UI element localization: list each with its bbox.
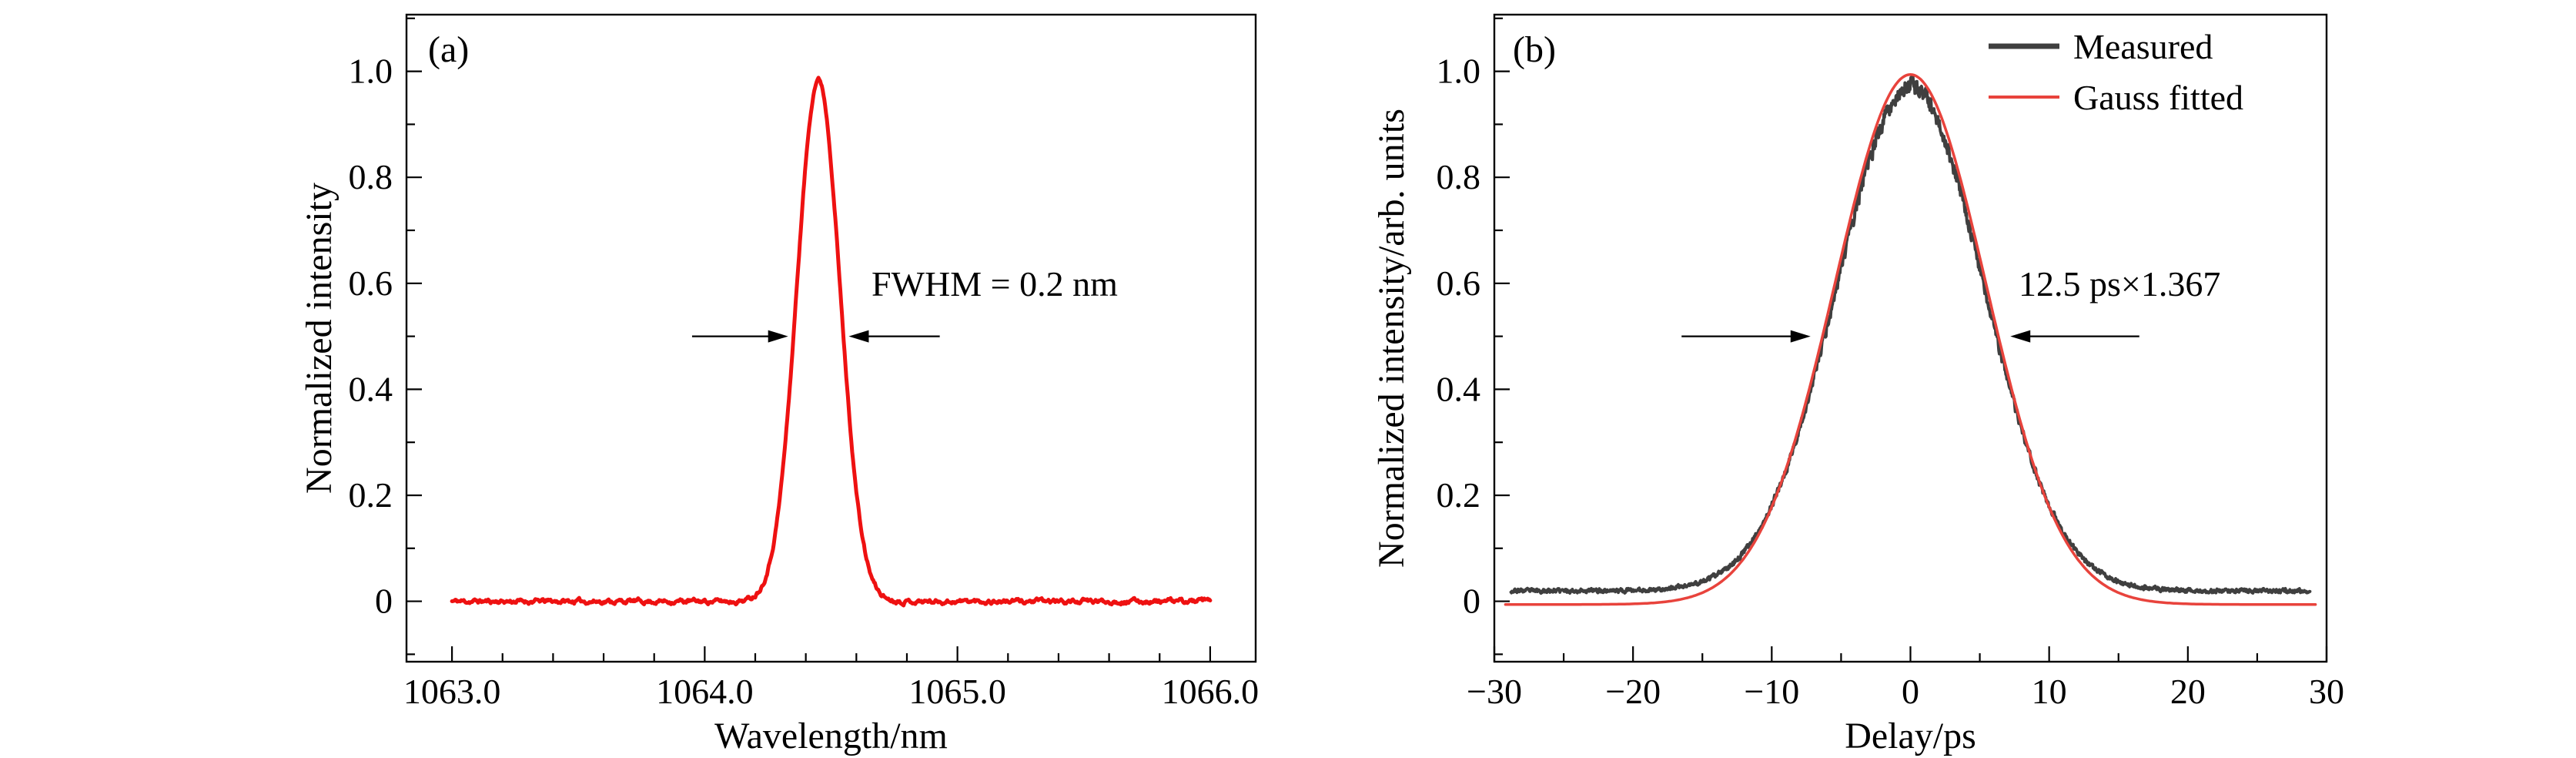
y-tick-label: 0.6: [349, 263, 393, 303]
y-axis-title: Normalized intensity: [299, 183, 340, 494]
annotation-text: FWHM = 0.2 nm: [871, 264, 1118, 304]
annotation-text: 12.5 ps×1.367: [2019, 264, 2220, 304]
fwhm-arrow-head: [1790, 330, 1811, 343]
y-tick-label: 0.4: [1437, 369, 1481, 408]
y-tick-label: 0.8: [349, 157, 393, 196]
ticks-a: [406, 17, 1212, 662]
tick-labels-a: 1063.0 1064.0 1065.0 1066.0 0 0.2 0.4 0.6 0.8 1.0: [349, 52, 1260, 711]
legend: Measured Gauss fitted: [1989, 27, 2243, 117]
y-tick-label: 1.0: [1437, 52, 1481, 91]
y-tick-label: 0: [375, 582, 393, 621]
tick-labels-b: −30 −20 −10 0 10 20 30 0 0.2 0.4 0.6 0.8 1.0: [1437, 52, 2345, 711]
x-tick-label: 20: [2170, 672, 2206, 711]
x-tick-label: −10: [1744, 672, 1799, 711]
y-tick-label: 0.4: [349, 369, 393, 408]
fwhm-arrow-head: [2010, 330, 2031, 343]
plot-frame: [405, 13, 1257, 663]
y-tick-label: 0.2: [1437, 475, 1481, 515]
annotation-a: FWHM = 0.2 nm: [691, 264, 1118, 343]
x-tick-label: 1065.0: [908, 672, 1006, 711]
panel-b-autocorrelation-chart: −30 −20 −10 0 10 20 30 0 0.2 0.4 0.6 0.8 1.0 Delay/ps…: [1371, 13, 2345, 756]
y-tick-label: 0: [1463, 582, 1480, 621]
ticks-b: [1493, 17, 2328, 662]
y-tick-label: 0.6: [1437, 263, 1481, 303]
x-tick-label: 0: [1902, 672, 1919, 711]
x-axis-title: Delay/ps: [1845, 716, 1976, 756]
fwhm-arrow-head: [848, 330, 869, 343]
y-tick-label: 0.8: [1437, 157, 1481, 196]
y-tick-label: 1.0: [349, 52, 393, 91]
axes-a: [405, 13, 1257, 663]
series-spectrum: [450, 75, 1213, 608]
y-axis-title: Normalized intensity/arb. units: [1371, 109, 1412, 568]
x-tick-label: 1066.0: [1162, 672, 1260, 711]
legend-label-gauss-fitted: Gauss fitted: [2073, 78, 2243, 117]
panel-label-b: (b): [1513, 29, 1556, 70]
x-tick-label: 1064.0: [656, 672, 754, 711]
fwhm-arrow-head: [768, 330, 788, 343]
annotation-b: 12.5 ps×1.367: [1681, 264, 2220, 343]
x-tick-label: 30: [2309, 672, 2344, 711]
legend-label-measured: Measured: [2073, 27, 2213, 66]
x-tick-label: −20: [1605, 672, 1661, 711]
y-tick-label: 0.2: [349, 475, 393, 515]
x-axis-title: Wavelength/nm: [714, 716, 948, 756]
series-measured: [1509, 74, 2312, 595]
series-gauss-fitted: [1504, 72, 2317, 606]
x-tick-label: 1063.0: [403, 672, 501, 711]
panel-label-a: (a): [428, 29, 469, 70]
x-tick-label: 10: [2032, 672, 2067, 711]
x-tick-label: −30: [1467, 672, 1522, 711]
panel-a-spectrum-chart: 1063.0 1064.0 1065.0 1066.0 0 0.2 0.4 0.6 0.8 1.0…: [299, 13, 1260, 756]
